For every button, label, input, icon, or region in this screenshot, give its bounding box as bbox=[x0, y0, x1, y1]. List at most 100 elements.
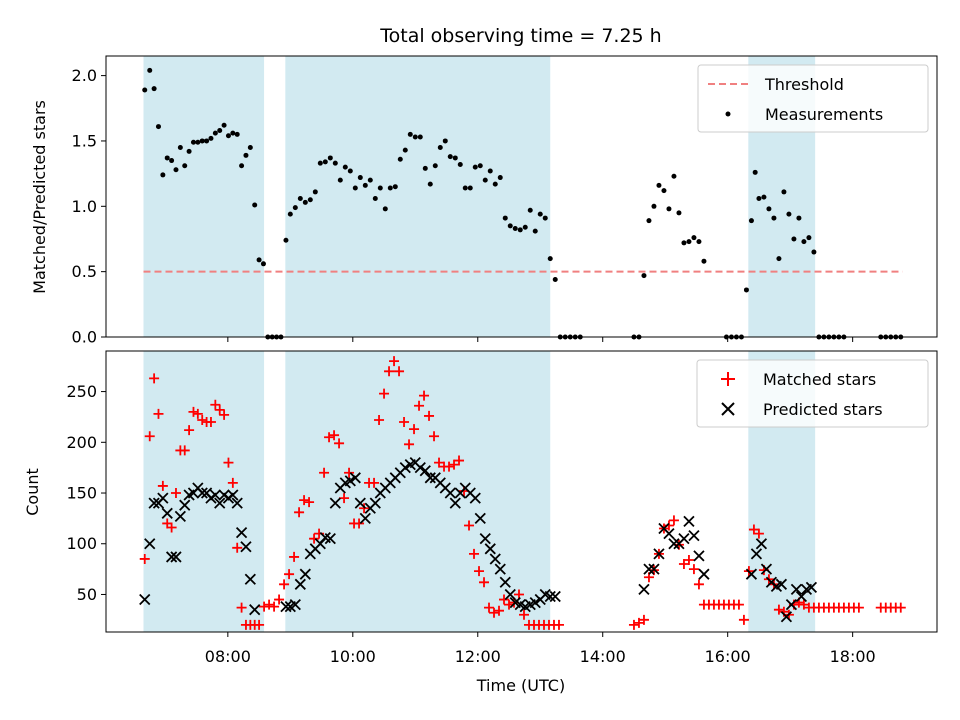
measurement-point bbox=[230, 130, 236, 136]
matched-star-point bbox=[394, 366, 405, 377]
y-tick-label: 1.0 bbox=[72, 197, 97, 216]
predicted-star-point bbox=[504, 588, 516, 601]
measurement-point bbox=[547, 256, 553, 262]
predicted-star-point bbox=[489, 553, 501, 565]
predicted-star-point bbox=[795, 590, 808, 603]
predicted-star-point bbox=[235, 526, 248, 539]
measurement-point bbox=[169, 158, 175, 164]
measurement-point bbox=[417, 134, 423, 140]
measurement-point bbox=[457, 161, 463, 167]
measurement-point bbox=[791, 236, 797, 242]
predicted-star-point bbox=[324, 533, 336, 545]
y-tick-label: 100 bbox=[66, 534, 97, 553]
matched-star-point bbox=[628, 619, 639, 630]
measurement-point bbox=[204, 138, 210, 144]
matched-star-point bbox=[489, 607, 500, 618]
legend-matched-label: Matched stars bbox=[763, 370, 876, 389]
predicted-star-point bbox=[344, 475, 356, 487]
predicted-star-point bbox=[688, 529, 700, 542]
measurement-point bbox=[190, 139, 196, 145]
x-axis-label: Time (UTC) bbox=[476, 676, 565, 695]
matched-star-point bbox=[419, 390, 430, 401]
measurement-point bbox=[160, 172, 166, 178]
x-tick-label: 12:00 bbox=[455, 647, 501, 666]
matched-star-point bbox=[279, 579, 290, 590]
predicted-star-point bbox=[549, 590, 561, 603]
predicted-star-point bbox=[161, 507, 173, 519]
y-tick-label: 0.5 bbox=[72, 262, 97, 281]
matched-star-point bbox=[479, 577, 490, 588]
measurement-point bbox=[801, 239, 807, 245]
matched-star-point bbox=[384, 366, 395, 377]
matched-star-point bbox=[197, 414, 208, 425]
predicted-star-point bbox=[494, 563, 506, 575]
predicted-star-point bbox=[209, 489, 221, 501]
measurement-point bbox=[671, 173, 677, 179]
measurement-point bbox=[151, 86, 157, 92]
predicted-star-point bbox=[683, 515, 695, 528]
measurement-point bbox=[327, 155, 333, 161]
measurement-point bbox=[402, 147, 408, 153]
measurement-point bbox=[342, 164, 348, 170]
measurement-point bbox=[243, 152, 249, 158]
measurement-point bbox=[527, 207, 533, 213]
measurement-points bbox=[142, 67, 904, 340]
measurement-point bbox=[522, 224, 528, 230]
matched-star-point bbox=[484, 602, 495, 613]
matched-star-point bbox=[409, 424, 420, 435]
predicted-star-point bbox=[479, 533, 491, 545]
predicted-star-point bbox=[249, 604, 261, 616]
observing-window-band bbox=[285, 351, 551, 632]
matched-star-point bbox=[773, 604, 784, 615]
predicted-star-point bbox=[444, 487, 456, 499]
y-tick-label: 1.5 bbox=[72, 131, 97, 150]
measurement-point bbox=[512, 226, 518, 232]
matched-star-point bbox=[853, 602, 864, 613]
measurement-point bbox=[497, 175, 503, 181]
predicted-star-point bbox=[775, 578, 788, 590]
ratio-legend: Threshold Measurements bbox=[697, 64, 929, 133]
ratio-y-axis-label: Matched/Predicted stars bbox=[30, 100, 49, 294]
measurement-point bbox=[472, 164, 478, 170]
matched-star-point bbox=[227, 477, 238, 488]
matched-star-point bbox=[157, 480, 168, 491]
predicted-star-point bbox=[419, 465, 431, 477]
predicted-star-point bbox=[240, 541, 252, 553]
matched-star-point bbox=[139, 553, 150, 564]
predicted-star-point bbox=[643, 563, 655, 575]
measurement-point bbox=[332, 160, 338, 166]
y-tick-label: 250 bbox=[66, 382, 97, 401]
matched-star-point bbox=[469, 548, 480, 559]
predicted-star-point bbox=[399, 462, 411, 474]
measurement-point bbox=[256, 257, 262, 263]
predicted-star-point bbox=[424, 472, 436, 484]
predicted-star-point bbox=[668, 538, 680, 550]
matched-star-point bbox=[663, 520, 674, 531]
measurement-point bbox=[387, 185, 393, 191]
predicted-star-point bbox=[648, 563, 660, 575]
measurement-point bbox=[352, 185, 358, 191]
predicted-star-point bbox=[139, 593, 151, 606]
predicted-star-point bbox=[469, 492, 481, 504]
matched-star-point bbox=[344, 467, 355, 478]
measurement-point bbox=[155, 124, 161, 130]
measurement-point bbox=[532, 228, 538, 234]
matched-star-point bbox=[219, 409, 230, 420]
matched-star-point bbox=[149, 373, 160, 384]
observing-window-band bbox=[143, 56, 265, 337]
measurement-point bbox=[771, 215, 777, 221]
matched-star-point bbox=[299, 495, 310, 506]
matched-star-point bbox=[210, 399, 221, 410]
matched-star-point bbox=[188, 406, 199, 417]
predicted-star-point bbox=[790, 583, 803, 596]
measurement-point bbox=[743, 287, 749, 293]
measurement-point bbox=[776, 256, 782, 262]
measurement-point bbox=[748, 218, 754, 224]
measurement-point bbox=[221, 122, 227, 128]
measurement-point bbox=[696, 239, 702, 245]
count-x-axis: 08:00 10:00 12:00 14:00 16:00 18:00 bbox=[205, 632, 876, 666]
measurement-point bbox=[517, 227, 523, 233]
matched-star-point bbox=[284, 569, 295, 580]
measurement-point bbox=[372, 195, 378, 201]
